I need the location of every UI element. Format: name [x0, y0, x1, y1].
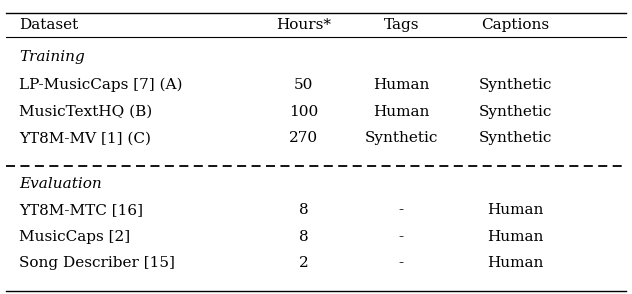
Text: MusicCaps [2]: MusicCaps [2] — [19, 230, 130, 244]
Text: Human: Human — [487, 256, 544, 270]
Text: 8: 8 — [298, 230, 308, 244]
Text: 2: 2 — [298, 256, 308, 270]
Text: LP-MusicCaps [7] (A): LP-MusicCaps [7] (A) — [19, 78, 183, 92]
Text: Human: Human — [487, 203, 544, 217]
Text: Synthetic: Synthetic — [478, 105, 552, 119]
Text: Song Describer [15]: Song Describer [15] — [19, 256, 175, 270]
Text: MusicTextHQ (B): MusicTextHQ (B) — [19, 105, 152, 119]
Text: YT8M-MTC [16]: YT8M-MTC [16] — [19, 203, 143, 217]
Text: 100: 100 — [289, 105, 318, 119]
Text: -: - — [399, 203, 404, 217]
Text: 270: 270 — [289, 131, 318, 145]
Text: Captions: Captions — [481, 18, 549, 32]
Text: Human: Human — [373, 105, 430, 119]
Text: Evaluation: Evaluation — [19, 177, 102, 191]
Text: Dataset: Dataset — [19, 18, 78, 32]
Text: Synthetic: Synthetic — [365, 131, 438, 145]
Text: -: - — [399, 230, 404, 244]
Text: Tags: Tags — [384, 18, 419, 32]
Text: Synthetic: Synthetic — [478, 131, 552, 145]
Text: Synthetic: Synthetic — [478, 78, 552, 92]
Text: 50: 50 — [294, 78, 313, 92]
Text: Training: Training — [19, 50, 85, 64]
Text: YT8M-MV [1] (C): YT8M-MV [1] (C) — [19, 131, 151, 145]
Text: 8: 8 — [298, 203, 308, 217]
Text: Human: Human — [487, 230, 544, 244]
Text: -: - — [399, 256, 404, 270]
Text: Human: Human — [373, 78, 430, 92]
Text: Hours*: Hours* — [276, 18, 331, 32]
